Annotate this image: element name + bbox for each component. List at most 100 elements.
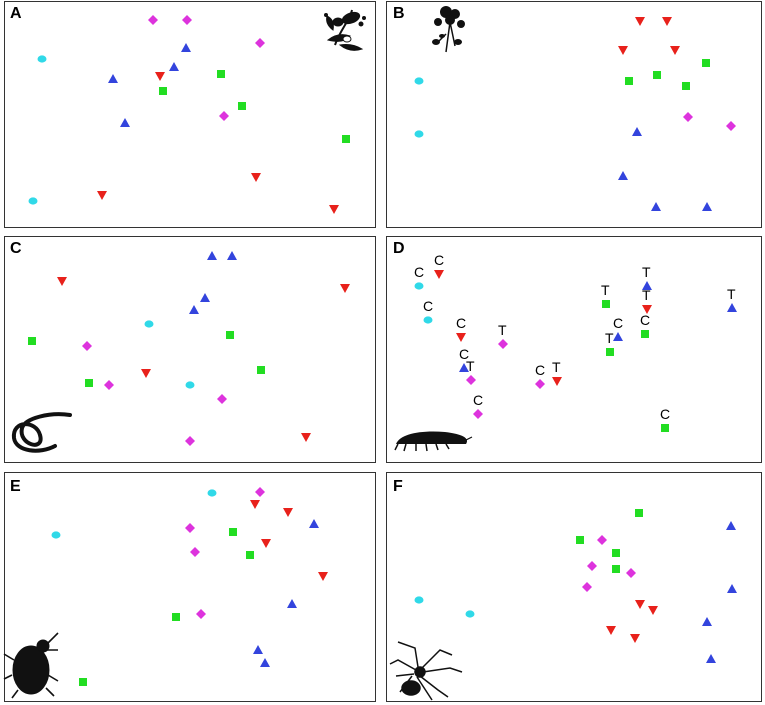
panel-b-point-12 xyxy=(632,127,642,136)
panel-a-point-4 xyxy=(108,74,118,83)
panel-a-point-2 xyxy=(181,43,191,52)
panel-a-point-12 xyxy=(238,102,246,110)
panel-c-point-12 xyxy=(257,366,265,374)
panel-a-point-0 xyxy=(37,55,47,63)
panel-c-point-8 xyxy=(144,320,154,328)
panel-f-point-1 xyxy=(576,536,584,544)
panel-a-point-3 xyxy=(169,62,179,71)
panel-e-point-4 xyxy=(190,547,200,557)
panel-a-point-14 xyxy=(148,15,158,25)
panel-d-point-3-label: C xyxy=(456,315,466,331)
panel-c-point-4 xyxy=(57,277,67,286)
panel-d-point-0-label: C xyxy=(414,264,424,280)
panel-a-point-9 xyxy=(329,205,339,214)
panel-e-point-14 xyxy=(229,528,237,536)
panel-e-point-12 xyxy=(253,645,263,654)
panel-d-point-10-label: T xyxy=(601,282,610,298)
panel-e-point-9 xyxy=(318,572,328,581)
panel-d xyxy=(386,236,762,463)
panel-d-point-13 xyxy=(613,332,623,341)
woodlouse-silhouette-icon xyxy=(394,431,473,452)
panel-f-point-7 xyxy=(582,582,592,592)
panel-f-point-13 xyxy=(630,634,640,643)
panel-f xyxy=(386,472,762,702)
panel-f-point-6 xyxy=(626,568,636,578)
panel-a-point-13 xyxy=(342,135,350,143)
panel-f-point-12 xyxy=(606,626,616,635)
panel-c-point-7 xyxy=(301,433,311,442)
panel-c-point-9 xyxy=(185,381,195,389)
panel-a-point-1 xyxy=(28,197,38,205)
panel-d-point-12-label: T xyxy=(642,287,651,303)
panel-a-point-7 xyxy=(251,173,261,182)
panel-a-point-8 xyxy=(97,191,107,200)
panel-f-point-14 xyxy=(726,521,736,530)
worm-silhouette-icon xyxy=(11,412,72,453)
panel-f-point-3 xyxy=(612,565,620,573)
panel-d-point-14 xyxy=(641,330,649,338)
panel-d-point-6-label: T xyxy=(466,358,475,374)
panel-d-point-3 xyxy=(456,333,466,342)
panel-b xyxy=(386,1,762,228)
panel-d-point-0 xyxy=(414,282,424,290)
panel-d-point-17-label: C xyxy=(660,406,670,422)
panel-b-point-14 xyxy=(651,202,661,211)
panel-c-point-16 xyxy=(217,394,227,404)
panel-e-point-3 xyxy=(185,523,195,533)
panel-e-point-17 xyxy=(79,678,87,686)
panel-a-point-11 xyxy=(159,87,167,95)
panel-d-point-7 xyxy=(473,409,483,419)
panel-label-a: A xyxy=(10,5,22,22)
panel-d-point-2-label: C xyxy=(434,252,444,268)
panel-d-point-14-label: C xyxy=(640,312,650,328)
panel-d-point-12 xyxy=(642,305,652,314)
panel-d-point-16 xyxy=(727,303,737,312)
panel-f-point-8 xyxy=(414,596,424,604)
panel-f-point-5 xyxy=(587,561,597,571)
panel-d-point-1 xyxy=(423,316,433,324)
panel-c-point-0 xyxy=(207,251,217,260)
panel-d-point-9-label: T xyxy=(552,359,561,375)
panel-e-point-5 xyxy=(196,609,206,619)
panel-b-point-3 xyxy=(662,17,672,26)
panel-c-point-15 xyxy=(104,380,114,390)
panel-f-point-2 xyxy=(612,549,620,557)
panel-b-point-6 xyxy=(702,59,710,67)
panel-f-point-0 xyxy=(635,509,643,517)
panel-a-point-6 xyxy=(155,72,165,81)
panel-b-point-15 xyxy=(702,202,712,211)
panel-e-point-13 xyxy=(260,658,270,667)
panel-b-point-10 xyxy=(683,112,693,122)
panel-f-point-10 xyxy=(635,600,645,609)
panel-a-point-10 xyxy=(217,70,225,78)
panel-e-point-16 xyxy=(172,613,180,621)
panel-e-point-1 xyxy=(207,489,217,497)
panel-d-point-15-label: T xyxy=(605,330,614,346)
panel-e-point-6 xyxy=(250,500,260,509)
panel-d-point-2 xyxy=(434,270,444,279)
panel-d-point-8-label: C xyxy=(535,362,545,378)
panel-a-point-17 xyxy=(219,111,229,121)
panel-e xyxy=(4,472,376,702)
panel-e-point-10 xyxy=(309,519,319,528)
panel-b-point-5 xyxy=(670,46,680,55)
panel-a xyxy=(4,1,376,228)
weed-plant-silhouette-icon xyxy=(324,9,366,51)
panel-d-point-17 xyxy=(661,424,669,432)
panel-b-point-13 xyxy=(618,171,628,180)
panel-d-point-11-label: T xyxy=(642,264,651,280)
panel-d-point-1-label: C xyxy=(423,298,433,314)
panel-b-point-9 xyxy=(682,82,690,90)
panel-d-point-10 xyxy=(602,300,610,308)
panel-b-point-8 xyxy=(625,77,633,85)
panel-f-point-9 xyxy=(465,610,475,618)
panel-a-point-16 xyxy=(255,38,265,48)
panel-b-point-1 xyxy=(414,130,424,138)
panel-d-point-7-label: C xyxy=(473,392,483,408)
panel-d-point-9 xyxy=(552,377,562,386)
panel-b-point-2 xyxy=(635,17,645,26)
panel-e-point-0 xyxy=(51,531,61,539)
panel-d-point-8 xyxy=(535,379,545,389)
panel-e-point-2 xyxy=(255,487,265,497)
